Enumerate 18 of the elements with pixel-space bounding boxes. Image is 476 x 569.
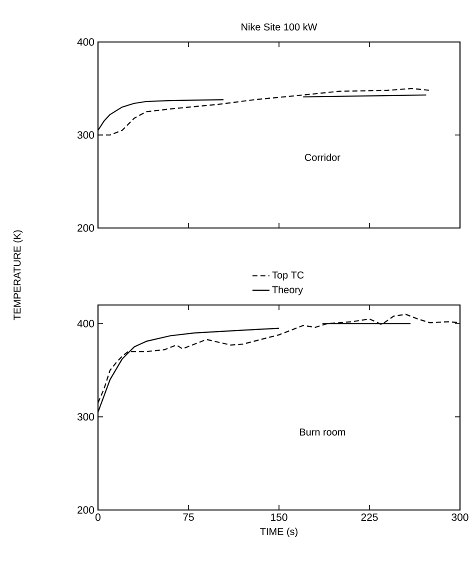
y-tick-label: 300 — [77, 413, 94, 421]
y-axis-title: TEMPERATURE (K) — [13, 230, 23, 320]
x-tick-label: 0 — [95, 514, 100, 521]
y-tick-label: 300 — [77, 131, 94, 139]
annotation: Burn room — [300, 428, 346, 436]
x-tick-label: 300 — [452, 514, 468, 521]
legend-label: Theory — [272, 286, 303, 296]
y-tick-label: 200 — [78, 506, 94, 514]
y-tick-label: 200 — [78, 224, 94, 232]
x-tick-label: 75 — [183, 514, 194, 521]
annotation: Corridor — [304, 154, 340, 161]
chart-title: Nike Site 100 kW — [242, 23, 318, 30]
x-axis-title: TIME (s) — [260, 528, 298, 538]
legend-label: Top TC — [272, 272, 304, 281]
y-tick-label: 400 — [77, 320, 94, 328]
x-tick-label: 225 — [361, 514, 378, 521]
x-tick-label: 150 — [271, 514, 288, 521]
y-tick-label: 400 — [77, 38, 94, 46]
